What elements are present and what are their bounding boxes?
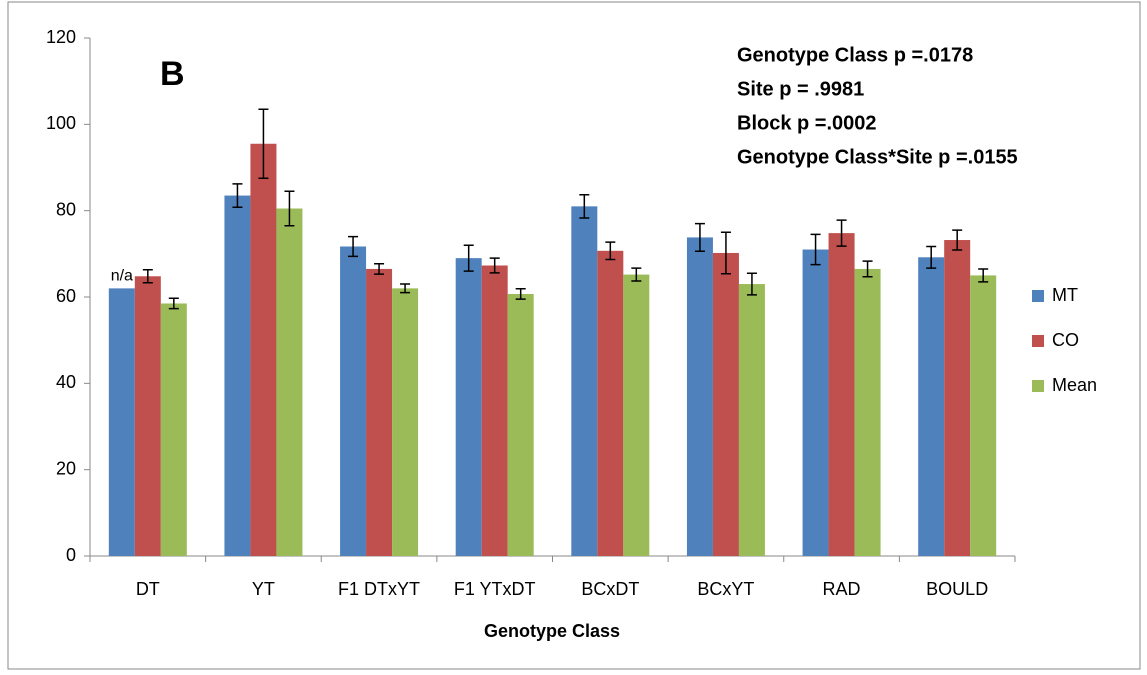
bar	[160, 303, 187, 556]
na-label: n/a	[111, 268, 133, 285]
x-axis-label: Genotype Class	[484, 621, 620, 641]
annotation: Block p =.0002	[737, 112, 877, 134]
bar	[828, 233, 855, 556]
legend-swatch	[1032, 335, 1044, 347]
bar	[970, 275, 997, 556]
error-bar	[631, 267, 642, 282]
bar	[738, 284, 765, 556]
error-bar	[515, 288, 526, 300]
x-tick-label: YT	[252, 579, 275, 599]
x-tick-label: BCxDT	[581, 579, 639, 599]
error-bar	[168, 297, 179, 310]
error-bar	[463, 244, 474, 272]
legend-label: CO	[1052, 330, 1079, 350]
x-tick-label: F1 YTxDT	[454, 579, 536, 599]
error-bar	[489, 257, 500, 274]
legend-label: MT	[1052, 285, 1078, 305]
bar	[944, 240, 971, 556]
bar	[918, 257, 945, 556]
bar	[250, 143, 277, 556]
bar	[571, 206, 598, 556]
bar	[276, 208, 303, 556]
bar	[597, 250, 624, 557]
x-tick-label: BCxYT	[697, 579, 754, 599]
error-bar	[836, 219, 847, 247]
y-tick-label: 100	[46, 113, 76, 133]
y-tick-label: 20	[56, 458, 76, 478]
y-tick-label: 80	[56, 199, 76, 219]
bar	[224, 195, 251, 556]
error-bar	[952, 229, 963, 251]
legend-swatch	[1032, 290, 1044, 302]
error-bar	[720, 231, 731, 275]
legend-label: Mean	[1052, 375, 1097, 395]
error-bar	[746, 272, 757, 296]
error-bar	[810, 233, 821, 266]
y-tick-label: 60	[56, 286, 76, 306]
annotation: Site p = .9981	[737, 78, 864, 100]
bar	[340, 246, 367, 556]
error-bar	[284, 190, 295, 227]
bar	[712, 252, 739, 556]
legend-swatch	[1032, 380, 1044, 392]
error-bar	[579, 193, 590, 219]
bar	[134, 276, 161, 556]
y-tick-label: 120	[46, 27, 76, 47]
x-tick-label: DT	[136, 579, 160, 599]
y-tick-label: 0	[66, 545, 76, 565]
error-bar	[694, 222, 705, 252]
bar	[392, 288, 419, 556]
error-bar	[232, 183, 243, 208]
error-bar	[978, 268, 989, 283]
bar	[481, 265, 508, 556]
x-tick-label: BOULD	[926, 579, 988, 599]
bar	[854, 268, 881, 556]
bar	[455, 258, 482, 556]
error-bar	[142, 269, 153, 284]
bar	[507, 293, 534, 556]
error-bar	[400, 283, 411, 294]
x-tick-label: F1 DTxYT	[338, 579, 420, 599]
bar	[366, 268, 393, 556]
y-tick-label: 40	[56, 372, 76, 392]
error-bar	[862, 260, 873, 278]
error-bar	[348, 235, 359, 258]
bar	[802, 249, 829, 556]
bar	[623, 274, 650, 556]
error-bar	[926, 245, 937, 269]
x-tick-label: RAD	[823, 579, 861, 599]
bar	[686, 237, 713, 556]
error-bar	[605, 241, 616, 261]
panel-label: B	[160, 55, 185, 93]
error-bar	[258, 108, 269, 180]
bar	[108, 288, 135, 556]
annotation: Genotype Class p =.0178	[737, 44, 973, 66]
error-bar	[374, 263, 385, 275]
annotation: Genotype Class*Site p =.0155	[737, 146, 1018, 168]
